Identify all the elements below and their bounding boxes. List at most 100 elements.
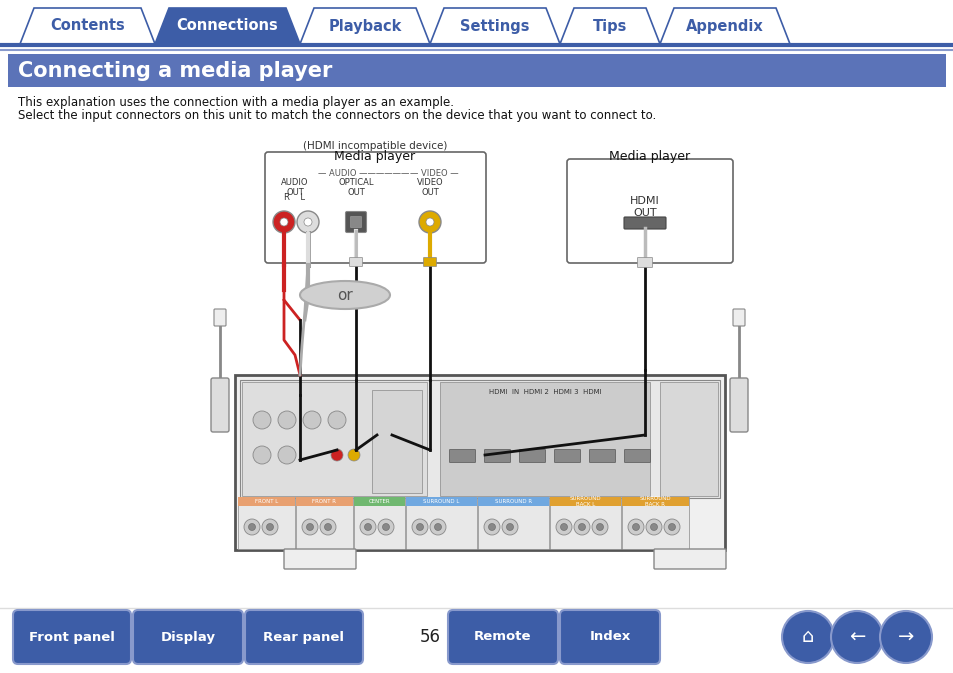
Circle shape	[434, 524, 441, 530]
Circle shape	[382, 524, 389, 530]
FancyBboxPatch shape	[566, 159, 732, 263]
FancyBboxPatch shape	[265, 152, 485, 263]
Text: — AUDIO ——————: — AUDIO ——————	[317, 168, 409, 178]
Text: ⌂: ⌂	[801, 627, 813, 647]
Circle shape	[506, 524, 513, 530]
Text: ←: ←	[848, 627, 864, 647]
Bar	[240, 380, 720, 498]
FancyBboxPatch shape	[284, 549, 355, 569]
Text: Appendix: Appendix	[685, 18, 763, 34]
Text: Rear panel: Rear panel	[263, 631, 344, 643]
Ellipse shape	[299, 281, 390, 309]
Circle shape	[418, 211, 440, 233]
Circle shape	[627, 519, 643, 535]
Circle shape	[319, 519, 335, 535]
FancyBboxPatch shape	[554, 450, 579, 462]
Text: Display: Display	[160, 631, 215, 643]
Bar	[295, 497, 353, 549]
Circle shape	[645, 519, 661, 535]
Text: CENTER: CENTER	[368, 499, 390, 504]
Circle shape	[364, 524, 371, 530]
Text: FRONT L: FRONT L	[254, 499, 278, 504]
FancyBboxPatch shape	[132, 610, 243, 664]
FancyBboxPatch shape	[732, 309, 744, 326]
Circle shape	[592, 519, 607, 535]
Polygon shape	[559, 8, 659, 44]
FancyBboxPatch shape	[589, 450, 615, 462]
Text: FRONT R: FRONT R	[313, 499, 336, 504]
Text: SURROUND R: SURROUND R	[495, 499, 532, 504]
Polygon shape	[430, 8, 559, 44]
FancyBboxPatch shape	[484, 450, 510, 462]
Bar	[550, 497, 620, 506]
FancyBboxPatch shape	[13, 610, 131, 664]
Circle shape	[578, 524, 585, 530]
Circle shape	[501, 519, 517, 535]
Circle shape	[277, 411, 295, 429]
Circle shape	[488, 524, 495, 530]
Circle shape	[426, 218, 434, 226]
Circle shape	[663, 519, 679, 535]
Text: Index: Index	[589, 631, 630, 643]
Polygon shape	[659, 8, 789, 44]
Bar	[550, 497, 620, 549]
Bar	[237, 497, 294, 506]
Bar	[237, 497, 294, 549]
Circle shape	[483, 519, 499, 535]
Circle shape	[574, 519, 589, 535]
Text: Front panel: Front panel	[29, 631, 114, 643]
Bar	[242, 382, 427, 496]
Text: HDMI  IN  HDMI 2  HDMI 3  HDMI: HDMI IN HDMI 2 HDMI 3 HDMI	[488, 389, 600, 395]
Circle shape	[560, 524, 567, 530]
Circle shape	[296, 211, 318, 233]
FancyBboxPatch shape	[213, 309, 226, 326]
FancyBboxPatch shape	[345, 211, 366, 232]
Text: Playback: Playback	[328, 18, 401, 34]
Circle shape	[248, 524, 255, 530]
Polygon shape	[154, 8, 299, 44]
Bar	[621, 497, 688, 549]
Polygon shape	[20, 8, 154, 44]
FancyBboxPatch shape	[637, 258, 652, 267]
Text: — VIDEO —: — VIDEO —	[410, 168, 458, 178]
Text: 56: 56	[419, 628, 440, 646]
Circle shape	[377, 519, 394, 535]
Bar	[354, 497, 405, 506]
Circle shape	[266, 524, 274, 530]
FancyBboxPatch shape	[245, 610, 363, 664]
FancyBboxPatch shape	[624, 450, 650, 462]
Circle shape	[244, 519, 260, 535]
Circle shape	[328, 411, 346, 429]
Text: (HDMI incompatible device): (HDMI incompatible device)	[302, 141, 447, 151]
Circle shape	[331, 449, 343, 461]
Circle shape	[348, 449, 359, 461]
Circle shape	[650, 524, 657, 530]
Circle shape	[277, 446, 295, 464]
Circle shape	[302, 519, 317, 535]
Circle shape	[253, 411, 271, 429]
Text: SURROUND L: SURROUND L	[423, 499, 459, 504]
Circle shape	[253, 446, 271, 464]
Circle shape	[324, 524, 331, 530]
Bar	[8, 54, 945, 87]
Circle shape	[879, 611, 931, 663]
Circle shape	[280, 218, 288, 226]
Text: Tips: Tips	[592, 18, 626, 34]
Text: Select the input connectors on this unit to match the connectors on the device t: Select the input connectors on this unit…	[18, 109, 656, 122]
FancyBboxPatch shape	[519, 450, 545, 462]
Circle shape	[632, 524, 639, 530]
Text: Media player: Media player	[335, 150, 416, 163]
FancyBboxPatch shape	[654, 549, 725, 569]
Text: R    L: R L	[284, 193, 305, 202]
Text: or: or	[336, 287, 353, 302]
Bar	[406, 497, 476, 549]
FancyBboxPatch shape	[448, 610, 558, 664]
Circle shape	[262, 519, 277, 535]
Circle shape	[781, 611, 833, 663]
Text: HDMI
OUT: HDMI OUT	[630, 196, 659, 217]
Circle shape	[668, 524, 675, 530]
Bar	[477, 497, 548, 506]
Bar	[477, 497, 548, 549]
Text: AUDIO
OUT: AUDIO OUT	[281, 178, 309, 197]
Bar	[406, 497, 476, 506]
